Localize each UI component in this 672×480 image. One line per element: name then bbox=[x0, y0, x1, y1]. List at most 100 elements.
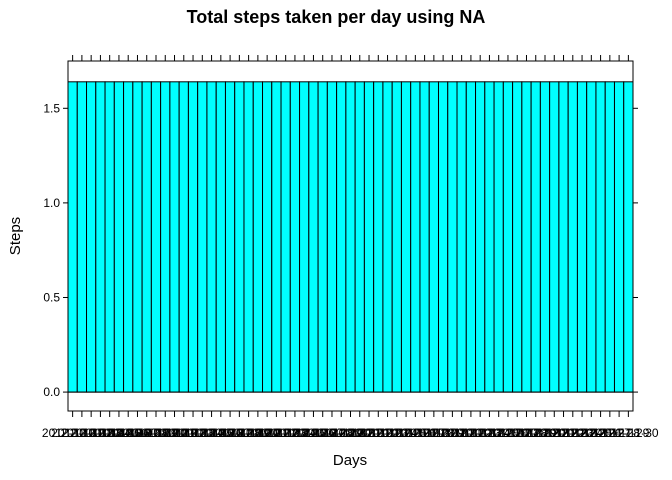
bar-2012-10-02 bbox=[76, 81, 88, 393]
x-tick-label: 2012-10-22 bbox=[236, 426, 298, 440]
bar-2012-10-13 bbox=[178, 81, 189, 393]
x-tick-label: 2012-10-06 bbox=[88, 426, 150, 440]
x-tick-label: 2012-11-29 bbox=[589, 426, 650, 440]
x-tick-label: 2012-10-03 bbox=[60, 426, 122, 440]
x-tick-label: 2012-11-01 bbox=[330, 426, 391, 440]
bar-2012-10-07 bbox=[123, 81, 134, 393]
bar-2012-10-06 bbox=[113, 81, 125, 393]
x-tick-label: 2012-10-30 bbox=[311, 426, 373, 440]
bar-2012-10-16 bbox=[206, 81, 217, 393]
x-tick-label: 2012-11-09 bbox=[404, 426, 465, 440]
x-tick-label: 2012-11-18 bbox=[487, 426, 548, 440]
x-tick-label: 2012-11-08 bbox=[394, 426, 455, 440]
x-tick-label: 2012-11-22 bbox=[524, 426, 585, 440]
bar-2012-10-21 bbox=[252, 81, 264, 393]
x-tick-label: 2012-11-13 bbox=[441, 426, 502, 440]
chart-title: Total steps taken per day using NA bbox=[187, 7, 486, 27]
bar-2012-10-29 bbox=[326, 81, 338, 393]
x-tick-label: 2012-11-05 bbox=[367, 426, 428, 440]
x-tick-label: 2012-11-25 bbox=[552, 426, 613, 440]
bar-2012-10-24 bbox=[280, 81, 291, 393]
x-tick-label: 2012-11-04 bbox=[357, 426, 418, 440]
bar-2012-11-27 bbox=[595, 81, 606, 393]
x-tick-label: 2012-10-13 bbox=[153, 426, 215, 440]
bar-2012-11-19 bbox=[521, 81, 532, 393]
x-tick-label: 2012-10-01 bbox=[42, 426, 104, 440]
x-tick-label: 2012-10-10 bbox=[125, 426, 187, 440]
bar-2012-11-20 bbox=[530, 81, 541, 393]
bar-2012-11-07 bbox=[410, 81, 421, 393]
x-tick-label: 2012-10-04 bbox=[70, 426, 132, 440]
bar-2012-11-23 bbox=[558, 81, 569, 393]
bar-2012-10-28 bbox=[317, 81, 328, 393]
x-tick-label: 2012-10-16 bbox=[181, 426, 243, 440]
x-tick-label: 2012-11-16 bbox=[468, 426, 529, 440]
bar-2012-10-03 bbox=[86, 81, 97, 393]
x-tick-label: 2012-10-28 bbox=[292, 426, 354, 440]
x-axis-label: Days bbox=[333, 452, 367, 469]
x-tick-label: 2012-11-11 bbox=[423, 426, 483, 440]
bar-2012-10-15 bbox=[197, 81, 208, 393]
x-tick-label: 2012-11-21 bbox=[515, 426, 576, 440]
x-tick-label: 2012-11-24 bbox=[543, 426, 604, 440]
x-tick-label: 2012-11-06 bbox=[376, 426, 437, 440]
bar-2012-10-19 bbox=[234, 81, 245, 393]
y-tick-label: 0.0 bbox=[43, 385, 60, 399]
x-tick-label: 2012-10-05 bbox=[79, 426, 141, 440]
x-tick-label: 2012-10-27 bbox=[283, 426, 345, 440]
x-tick-label: 2012-10-26 bbox=[273, 426, 335, 440]
bar-2012-10-14 bbox=[187, 81, 199, 393]
bar-2012-11-01 bbox=[354, 81, 365, 393]
bar-2012-11-21 bbox=[539, 81, 551, 393]
bar-2012-11-05 bbox=[391, 81, 402, 393]
x-tick-label: 2012-11-14 bbox=[450, 426, 511, 440]
bar-2012-11-29 bbox=[613, 81, 625, 393]
x-tick-label: 2012-11-02 bbox=[339, 426, 400, 440]
y-axis-label: Steps bbox=[7, 217, 24, 255]
bar-2012-11-14 bbox=[475, 81, 486, 393]
bar-2012-11-26 bbox=[586, 81, 597, 393]
x-tick-label: 2012-11-19 bbox=[496, 426, 557, 440]
bar-2012-11-06 bbox=[400, 81, 412, 393]
bar-2012-10-01 bbox=[67, 81, 78, 393]
x-tick-label: 2012-10-21 bbox=[227, 426, 289, 440]
bar-2012-10-22 bbox=[262, 81, 273, 393]
x-tick-label: 2012-10-11 bbox=[135, 426, 196, 440]
bar-2012-10-09 bbox=[141, 81, 152, 393]
x-tick-label: 2012-11-26 bbox=[561, 426, 622, 440]
x-tick-label: 2012-11-23 bbox=[533, 426, 594, 440]
bar-2012-11-09 bbox=[428, 81, 439, 393]
bar-2012-10-27 bbox=[308, 81, 319, 393]
x-tick-label: 2012-10-25 bbox=[264, 426, 326, 440]
bars-group bbox=[67, 81, 634, 393]
bar-2012-10-18 bbox=[224, 81, 236, 393]
bar-2012-11-16 bbox=[493, 81, 504, 393]
bar-2012-11-12 bbox=[456, 81, 467, 393]
bar-2012-11-28 bbox=[604, 81, 615, 393]
x-tick-label: 2012-10-17 bbox=[190, 426, 252, 440]
x-tick-label: 2012-10-09 bbox=[116, 426, 178, 440]
bar-2012-11-03 bbox=[373, 81, 384, 393]
x-tick-label: 2012-11-17 bbox=[478, 426, 539, 440]
x-tick-label: 2012-11-20 bbox=[505, 426, 566, 440]
y-tick-label: 0.5 bbox=[43, 290, 60, 304]
x-tick-label: 2012-10-31 bbox=[320, 426, 382, 440]
bar-2012-10-10 bbox=[150, 81, 162, 393]
bar-2012-10-20 bbox=[243, 81, 254, 393]
y-tick-label: 1.0 bbox=[43, 196, 60, 210]
x-tick-label: 2012-10-08 bbox=[107, 426, 169, 440]
bar-2012-11-18 bbox=[512, 81, 523, 393]
x-tick-label: 2012-10-14 bbox=[162, 426, 224, 440]
bar-2012-10-25 bbox=[289, 81, 301, 393]
x-tick-label: 2012-11-07 bbox=[385, 426, 446, 440]
bar-2012-11-10 bbox=[437, 81, 449, 393]
bar-2012-10-11 bbox=[160, 81, 171, 393]
x-tick-label: 2012-10-12 bbox=[144, 426, 206, 440]
x-tick-label: 2012-10-15 bbox=[172, 426, 234, 440]
bar-2012-10-30 bbox=[336, 81, 347, 393]
x-tick-label: 2012-11-27 bbox=[570, 426, 631, 440]
bar-2012-10-04 bbox=[95, 81, 106, 393]
x-tick-label: 2012-11-10 bbox=[413, 426, 474, 440]
